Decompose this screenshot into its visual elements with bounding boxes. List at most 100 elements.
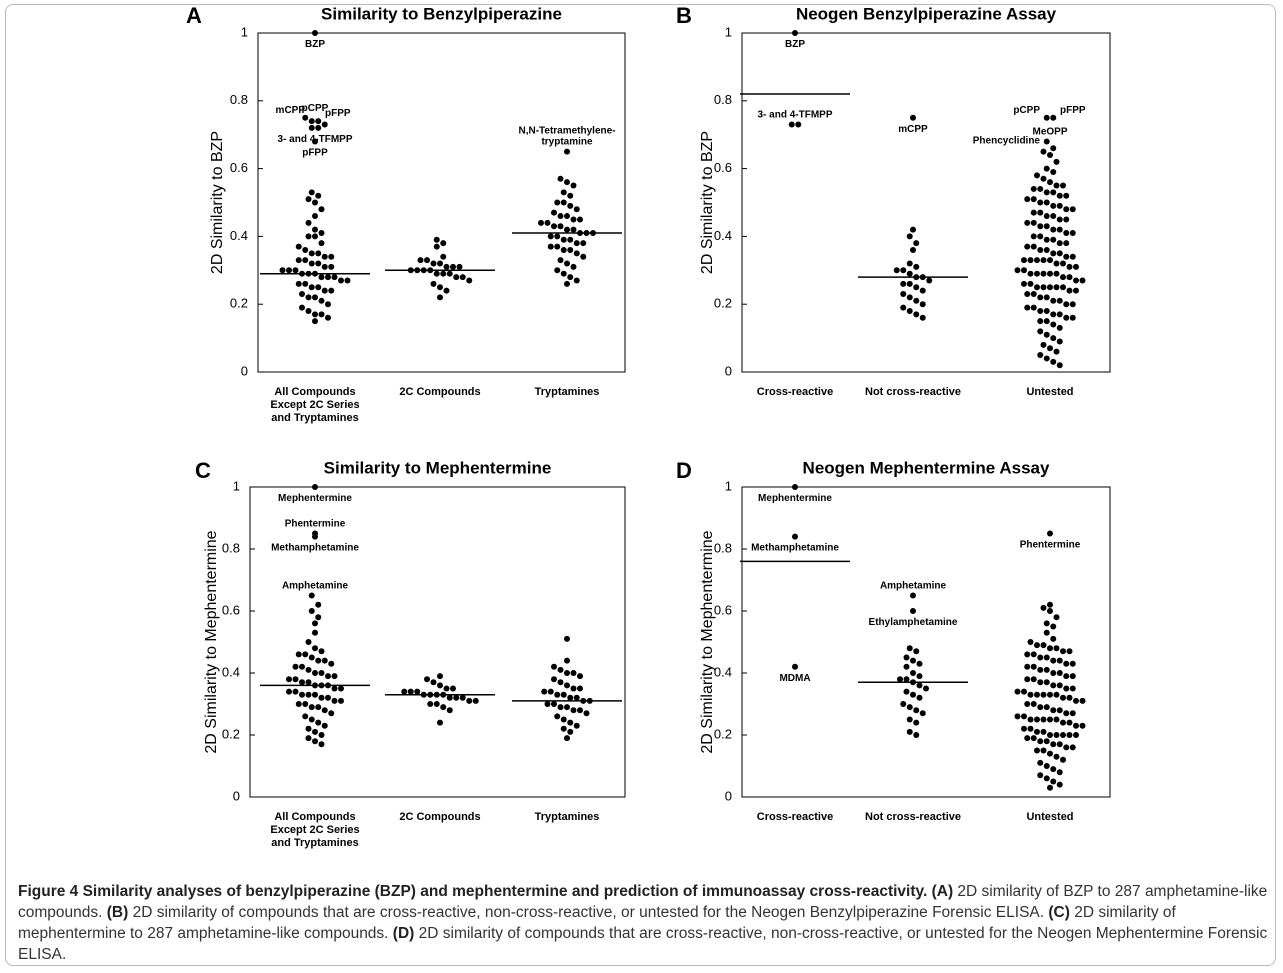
y-tick-label: 0.8 (714, 540, 732, 555)
data-point (1073, 722, 1079, 729)
caption-text: 2D similarity of compounds that are cros… (18, 925, 1268, 963)
data-point (1047, 608, 1053, 614)
x-tick-label: Except 2C Series (270, 399, 359, 411)
data-point (792, 533, 798, 540)
data-point (318, 297, 325, 304)
data-point (308, 654, 315, 661)
data-point (299, 304, 305, 311)
data-point (1050, 114, 1057, 121)
data-point (1037, 654, 1044, 661)
data-point (328, 253, 335, 260)
annotation-line: pFPP (1060, 104, 1086, 115)
data-point (564, 280, 570, 287)
data-point (1056, 226, 1063, 233)
data-point (1037, 772, 1044, 779)
data-point (1066, 719, 1073, 726)
data-point (437, 719, 443, 726)
data-point (1040, 284, 1047, 291)
data-point (1066, 648, 1073, 655)
data-point (459, 274, 466, 281)
data-point (315, 719, 322, 726)
data-point (1040, 175, 1047, 182)
data-point (325, 694, 331, 701)
data-point (1053, 348, 1060, 355)
data-point (580, 253, 587, 260)
y-tick-label: 0.2 (222, 726, 240, 741)
data-point (312, 645, 318, 652)
data-point (315, 614, 322, 621)
data-point (557, 679, 564, 686)
annotation: BZP (785, 39, 805, 50)
data-point (1043, 704, 1050, 711)
annotation-line: Methamphetamine (751, 542, 839, 553)
x-tick-label: 2C Compounds (399, 811, 480, 823)
annotation: Ethylamphetamine (869, 617, 958, 628)
x-tick-label: Tryptamines (535, 811, 600, 823)
data-point (325, 673, 331, 680)
data-point (1063, 673, 1070, 680)
x-tick-label: and Tryptamines (271, 412, 358, 424)
data-point (440, 240, 447, 247)
data-point (1040, 642, 1047, 649)
data-point (1034, 257, 1040, 264)
annotation: pCPP (1013, 104, 1040, 115)
data-point (1053, 158, 1060, 165)
data-point (567, 236, 574, 243)
data-point (916, 660, 923, 667)
data-point (564, 213, 570, 220)
data-point (544, 701, 551, 707)
annotation: 3- and 4-TFMPP (757, 109, 832, 120)
data-point (1030, 651, 1037, 658)
data-point (1063, 744, 1070, 751)
data-point (1030, 735, 1037, 742)
data-point (305, 666, 312, 673)
x-tick-label: Not cross-reactive (865, 386, 961, 398)
data-point (913, 284, 920, 291)
data-point (1050, 623, 1057, 630)
annotation-line: MeOPP (1032, 126, 1067, 137)
data-point (321, 263, 328, 270)
data-point (1043, 246, 1050, 253)
data-point (312, 691, 318, 698)
data-point (331, 274, 338, 281)
data-point (308, 250, 315, 257)
data-point (1053, 260, 1060, 267)
data-point (1056, 297, 1063, 304)
data-point (1037, 679, 1044, 686)
data-point (1069, 253, 1076, 260)
caption-text: 2D similarity of mephentermine to 287 am… (18, 904, 1176, 942)
data-point (1030, 676, 1037, 683)
data-point (1021, 280, 1027, 287)
data-point (1037, 233, 1044, 240)
data-point (315, 601, 322, 608)
data-point (906, 280, 913, 287)
x-tick-label: Not cross-reactive (865, 811, 961, 823)
data-point (560, 725, 567, 732)
data-point (1021, 688, 1027, 695)
plot-frame (741, 32, 1111, 373)
data-point (573, 722, 580, 729)
data-point (567, 728, 574, 735)
data-point (1040, 148, 1047, 155)
data-point (1043, 763, 1050, 769)
data-point (554, 691, 561, 698)
y-tick-label: 0.6 (714, 160, 732, 175)
data-point (913, 311, 920, 318)
data-point (292, 676, 299, 683)
data-point (295, 243, 302, 250)
data-point (580, 240, 587, 247)
data-point (1030, 291, 1037, 298)
data-point (788, 121, 795, 128)
panel-label: A (186, 3, 202, 28)
data-point (437, 284, 443, 291)
data-point (1060, 732, 1066, 738)
data-point (1056, 741, 1063, 748)
data-point (1043, 165, 1050, 172)
y-axis-label: 2D Similarity to BZP (699, 131, 716, 274)
data-point (312, 318, 318, 325)
data-point (302, 114, 309, 121)
data-point (424, 676, 430, 683)
data-point (1056, 682, 1063, 689)
chart-title: Neogen Mephentermine Assay (803, 458, 1050, 477)
y-tick-label: 0.2 (230, 296, 248, 311)
